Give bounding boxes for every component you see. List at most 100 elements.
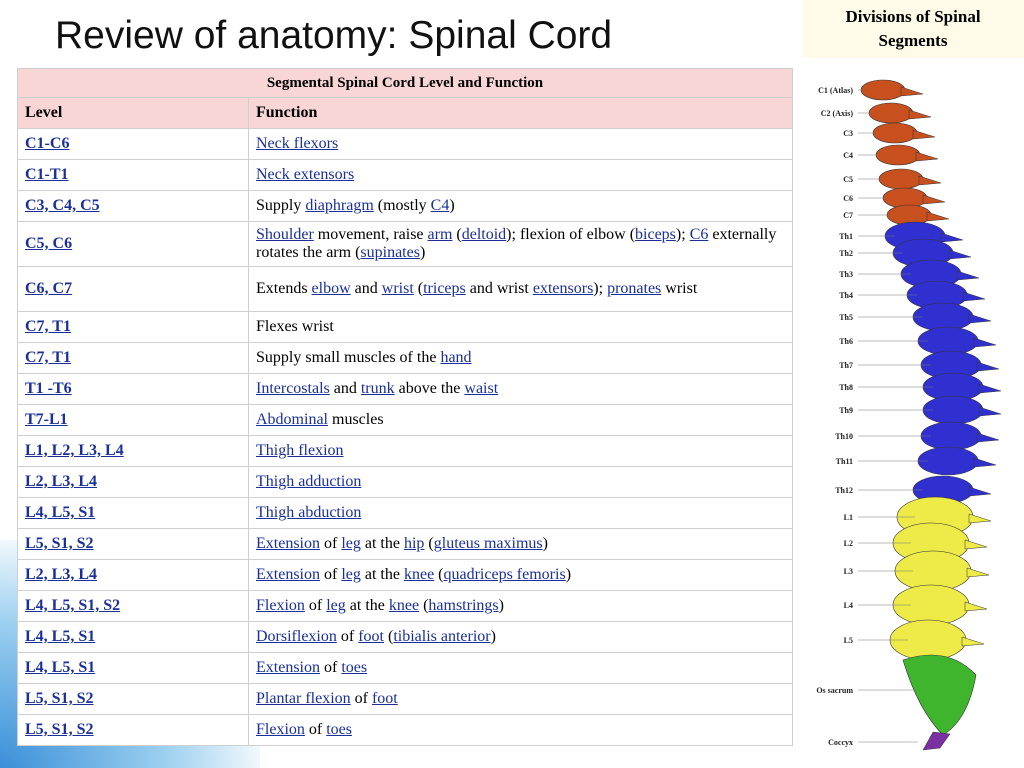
- link-text[interactable]: elbow: [311, 280, 351, 297]
- spinous-process: [926, 211, 950, 222]
- link-text[interactable]: Intercostals: [256, 380, 330, 397]
- level-text: L4, L5, S1, S2: [25, 597, 121, 614]
- spinous-process: [962, 291, 986, 302]
- vertebra-label: Th10: [835, 432, 853, 441]
- level-text: L2, L3, L4: [25, 473, 98, 490]
- vertebra-label: C6: [843, 194, 853, 203]
- vertebra: [860, 79, 906, 101]
- link-text[interactable]: Thigh adduction: [256, 473, 362, 490]
- spinous-process: [915, 151, 939, 162]
- link-text[interactable]: hip: [403, 535, 425, 552]
- link-text[interactable]: leg: [326, 597, 346, 614]
- vertebra-label: Th8: [839, 383, 853, 392]
- link-text[interactable]: leg: [341, 566, 361, 583]
- link-text[interactable]: quadriceps femoris: [443, 566, 566, 583]
- link-text[interactable]: extensors: [532, 280, 594, 297]
- level-cell: C6, C7: [17, 266, 249, 312]
- link-text[interactable]: Extension: [256, 566, 320, 583]
- table-row: L5, S1, S2 Flexion of toes: [17, 714, 793, 746]
- vertebra-label: Th3: [839, 270, 853, 279]
- spine-title: Divisions of Spinal: [845, 7, 980, 26]
- link-text[interactable]: Plantar flexion: [256, 690, 351, 707]
- function-cell: Dorsiflexion of foot (tibialis anterior): [248, 621, 793, 653]
- link-text[interactable]: hand: [440, 349, 472, 366]
- link-text[interactable]: foot: [371, 690, 398, 707]
- link-text[interactable]: hamstrings: [428, 597, 499, 614]
- link-text[interactable]: tibialis anterior: [393, 628, 491, 645]
- level-cell: C3, C4, C5: [17, 190, 249, 222]
- table-row: T7-L1 Abdominal muscles: [17, 404, 793, 436]
- link-text[interactable]: toes: [341, 659, 368, 676]
- text: Flexes wrist: [256, 318, 334, 335]
- table-row: C1-T1 Neck extensors: [17, 159, 793, 191]
- table-caption: Segmental Spinal Cord Level and Function: [17, 68, 793, 98]
- spinous-process: [900, 86, 924, 97]
- link-text[interactable]: Shoulder: [256, 226, 314, 243]
- spinous-process: [968, 313, 992, 324]
- link-text[interactable]: biceps: [635, 226, 676, 243]
- text: Supply small muscles of the: [256, 349, 441, 366]
- function-cell: Shoulder movement, raise arm (deltoid); …: [248, 221, 793, 267]
- link-text[interactable]: Abdominal: [256, 411, 328, 428]
- text: of: [350, 690, 372, 707]
- vertebra-label: L4: [844, 601, 853, 610]
- text: (: [424, 535, 434, 552]
- link-text[interactable]: C6: [689, 226, 709, 243]
- table-row: L5, S1, S2 Extension of leg at the hip (g…: [17, 528, 793, 560]
- vertebra-label: C1 (Atlas): [818, 86, 853, 95]
- link-text[interactable]: deltoid: [461, 226, 507, 243]
- link-text[interactable]: waist: [464, 380, 499, 397]
- link-text[interactable]: Thigh abduction: [256, 504, 362, 521]
- link-text[interactable]: Extension: [256, 659, 320, 676]
- function-cell: Extends elbow and wrist (triceps and wri…: [248, 266, 793, 312]
- link-text[interactable]: arm: [427, 226, 453, 243]
- link-text[interactable]: diaphragm: [305, 197, 374, 214]
- vertebra-label: Th11: [836, 457, 853, 466]
- text: muscles: [328, 411, 384, 428]
- level-cell: L4, L5, S1: [17, 621, 249, 653]
- link-text[interactable]: Neck flexors: [256, 135, 339, 152]
- vertebra-label: Th5: [839, 313, 853, 322]
- link-text[interactable]: knee: [403, 566, 435, 583]
- level-cell: L4, L5, S1: [17, 497, 249, 529]
- vertebra-label: C2 (Axis): [821, 109, 854, 118]
- level-text: L4, L5, S1: [25, 659, 96, 676]
- link-text[interactable]: supinates: [360, 244, 420, 261]
- text: at the: [360, 566, 404, 583]
- link-text[interactable]: toes: [326, 721, 352, 738]
- link-text[interactable]: wrist: [381, 280, 414, 297]
- table-row: C1-C6 Neck flexors: [17, 128, 793, 160]
- vertebra-label: Th9: [839, 406, 853, 415]
- link-text[interactable]: Extension: [256, 535, 320, 552]
- link-text[interactable]: foot: [358, 628, 384, 645]
- vertebra-label: Th7: [839, 361, 853, 370]
- text: of: [304, 721, 327, 738]
- link-text[interactable]: triceps: [423, 280, 466, 297]
- link-text[interactable]: trunk: [360, 380, 395, 397]
- link-text[interactable]: knee: [388, 597, 420, 614]
- spinous-process: [966, 567, 990, 578]
- level-cell: L4, L5, S1: [17, 652, 249, 684]
- spinous-process: [961, 636, 985, 647]
- link-text[interactable]: gluteus maximus: [433, 535, 543, 552]
- link-text[interactable]: Flexion: [256, 721, 305, 738]
- link-text[interactable]: Neck extensors: [256, 166, 355, 183]
- table-row: L1, L2, L3, L4 Thigh flexion: [17, 435, 793, 467]
- panel-header: [803, 0, 1024, 58]
- link-text[interactable]: Flexion: [256, 597, 305, 614]
- link-text[interactable]: leg: [341, 535, 361, 552]
- link-text[interactable]: pronates: [607, 280, 662, 297]
- link-text[interactable]: Dorsiflexion: [256, 628, 337, 645]
- spinous-process: [968, 486, 992, 497]
- table-row: L4, L5, S1 Thigh abduction: [17, 497, 793, 529]
- vertebra-label: Th2: [839, 249, 853, 258]
- link-text[interactable]: C4: [430, 197, 450, 214]
- level-cell: C7, T1: [17, 311, 249, 343]
- table: Segmental Spinal Cord Level and Function…: [17, 68, 793, 746]
- text: of: [320, 659, 342, 676]
- level-cell: C1-T1: [17, 159, 249, 191]
- vertebra-label: Th12: [835, 486, 853, 495]
- text: and: [329, 380, 361, 397]
- link-text[interactable]: Thigh flexion: [256, 442, 344, 459]
